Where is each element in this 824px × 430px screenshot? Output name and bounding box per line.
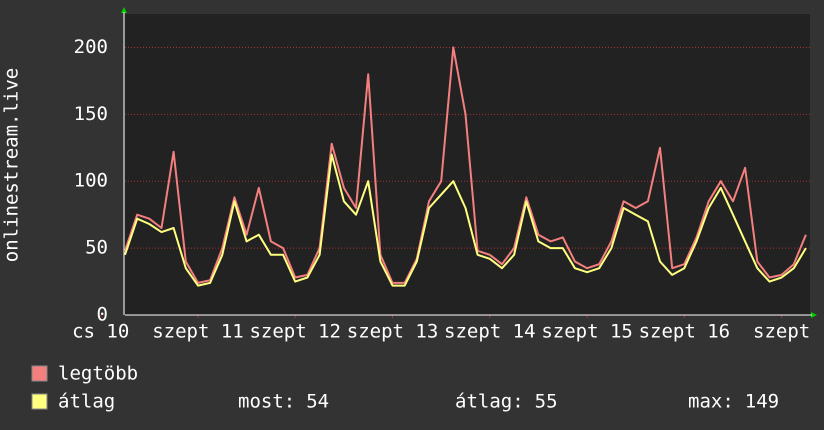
x-tick-label: szept 14	[444, 321, 536, 343]
x-tick-label: szept	[753, 321, 810, 343]
x-tick-label: szept 15	[541, 321, 633, 343]
y-tick-label: 100	[74, 170, 108, 192]
stat-label: átlag:	[455, 391, 524, 413]
y-tick-label: 50	[85, 237, 108, 259]
plot-area	[125, 14, 810, 315]
stat-value: 55	[535, 391, 558, 413]
y-axis-label: onlinestream.live	[1, 68, 23, 262]
legend-label: legtöbb	[58, 363, 138, 385]
x-tick-label: szept 12	[249, 321, 341, 343]
axis-arrow	[811, 312, 817, 318]
y-tick-label: 150	[74, 103, 108, 125]
stat-label: most:	[238, 391, 295, 413]
y-tick-label: 200	[74, 36, 108, 58]
legend-label: átlag	[58, 391, 115, 413]
legend-swatch	[31, 365, 48, 382]
x-tick-label: szept 11	[152, 321, 244, 343]
stat-value: 54	[306, 391, 329, 413]
stat-label: max:	[688, 391, 734, 413]
series-line	[124, 153, 807, 287]
stat-value: 149	[745, 391, 779, 413]
y-tick-label: 0	[97, 304, 108, 326]
series-line	[124, 46, 807, 284]
x-tick-label: szept 13	[347, 321, 439, 343]
x-tick-label: cs 10	[72, 321, 129, 343]
legend-swatch	[31, 393, 48, 410]
x-tick-label: szept 16	[639, 321, 731, 343]
axis-arrow	[121, 7, 127, 13]
